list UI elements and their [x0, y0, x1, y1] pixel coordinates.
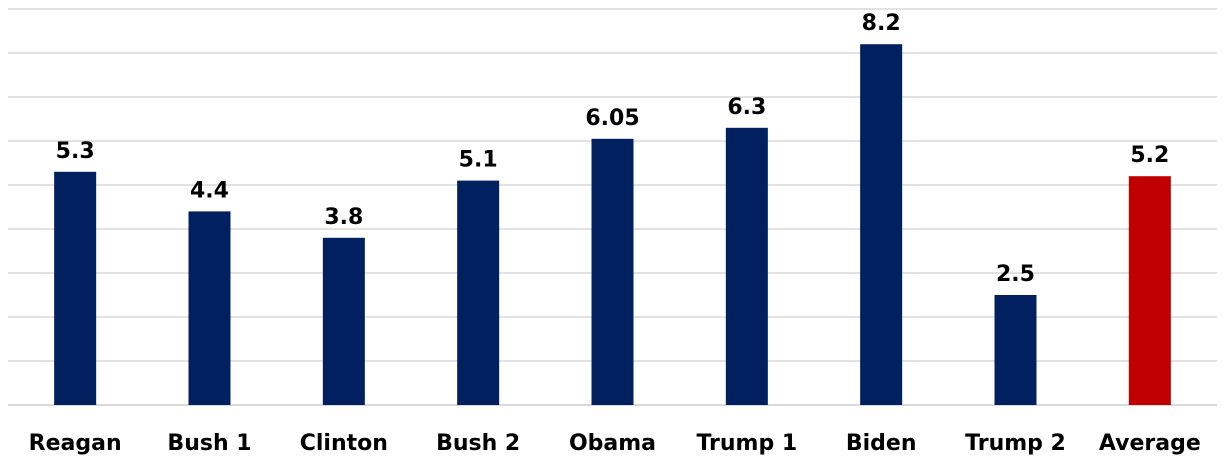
bar-clinton [322, 237, 365, 405]
bar-bush-1 [188, 211, 231, 405]
category-labels: Reagan Bush 1 Clinton Bush 2 Obama Trump 1 Bid… [29, 431, 1201, 456]
value-labels: 5.3 4.4 3.8 5.1 6.05 6.3 8.2 2.5 5.2 [56, 11, 1170, 287]
value-label: 8.2 [862, 11, 901, 36]
category-label: Clinton [300, 431, 388, 456]
value-label: 6.3 [727, 95, 766, 120]
category-label: Trump 2 [965, 431, 1066, 456]
value-label: 2.5 [996, 262, 1035, 287]
value-label: 5.1 [459, 148, 498, 173]
bar-reagan [54, 171, 97, 405]
value-label: 5.3 [56, 139, 95, 164]
bar-average [1128, 176, 1171, 405]
bar-trump-2 [994, 295, 1037, 405]
category-label: Obama [569, 431, 656, 456]
bar-trump-1 [725, 127, 768, 406]
value-label: 5.2 [1130, 143, 1169, 168]
bar-obama [591, 138, 634, 406]
category-label: Bush 2 [436, 431, 520, 456]
bars [54, 44, 1171, 406]
category-label: Biden [846, 431, 917, 456]
bar-biden [860, 44, 903, 405]
category-label: Bush 1 [167, 431, 251, 456]
category-label: Average [1099, 431, 1201, 456]
category-label: Trump 1 [696, 431, 797, 456]
value-label: 6.05 [585, 106, 639, 131]
value-label: 4.4 [190, 178, 229, 203]
value-label: 3.8 [324, 205, 363, 230]
category-label: Reagan [29, 431, 122, 456]
bar-bush-2 [457, 180, 500, 405]
